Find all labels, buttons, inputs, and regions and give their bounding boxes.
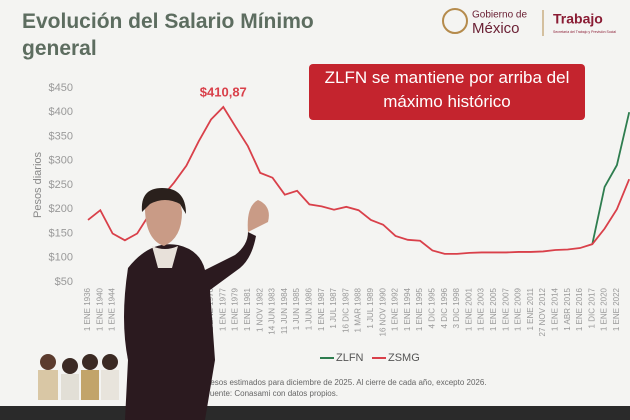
presenter bbox=[124, 188, 269, 420]
x-tick-label: 3 DIC 1998 bbox=[452, 287, 461, 328]
series-line bbox=[87, 105, 630, 255]
x-tick-label: 1 JUL 1987 bbox=[329, 287, 338, 328]
x-tick-label: 1 ENE 2001 bbox=[464, 287, 473, 331]
x-tick-label: 4 DIC 1995 bbox=[428, 287, 437, 328]
x-tick-label: 11 JUN 1984 bbox=[280, 287, 289, 334]
y-tick-label: $250 bbox=[49, 179, 73, 191]
stage-floor bbox=[0, 406, 630, 420]
annotation-box bbox=[309, 64, 585, 120]
value-label: $410,87 bbox=[200, 84, 247, 99]
x-tick-label: 1 ENE 2005 bbox=[489, 287, 498, 331]
figure bbox=[101, 370, 119, 400]
x-tick-label: 1 ENE 1987 bbox=[317, 287, 326, 331]
x-tick-label: 1 ENE 2009 bbox=[514, 287, 523, 331]
agency: Trabajo bbox=[553, 11, 603, 27]
y-tick-label: $50 bbox=[55, 276, 73, 288]
x-tick-label: 1 DIC 2017 bbox=[587, 287, 596, 328]
presenter-hand bbox=[247, 200, 269, 232]
figure bbox=[62, 358, 78, 374]
note: Fuente: Conasami con datos propios. bbox=[205, 389, 338, 398]
x-tick-label: 1 ENE 1940 bbox=[95, 287, 104, 331]
illustration bbox=[38, 354, 119, 400]
series-line bbox=[591, 112, 630, 245]
note: Pesos estimados para diciembre de 2025. … bbox=[205, 378, 487, 387]
chart: $50 $100 $150 $200 $250 $300 $350 $400 $450 1 ENE… bbox=[49, 82, 630, 398]
x-tick-label: 1 ENE 1994 bbox=[403, 287, 412, 331]
figure bbox=[81, 370, 99, 400]
y-tick-label: $400 bbox=[49, 106, 73, 118]
x-tick-label: 1 ENE 1995 bbox=[415, 287, 424, 331]
x-tick-label: 1 MAR 1988 bbox=[354, 287, 363, 332]
y-tick-label: $200 bbox=[49, 203, 73, 215]
x-tick-label: 1 ABR 2015 bbox=[563, 287, 572, 330]
gov-line2: México bbox=[472, 20, 520, 37]
x-tick-label: 1 JUN 1986 bbox=[305, 287, 314, 330]
x-tick-label: 1 ENE 1992 bbox=[391, 287, 400, 331]
x-tick-label: 1 ENE 1944 bbox=[108, 287, 117, 331]
title: Evolución del Salario Mínimo general bbox=[22, 10, 314, 60]
x-tick-label: 1 ENE 1936 bbox=[83, 287, 92, 331]
y-tick-label: $150 bbox=[49, 227, 73, 239]
presenter-face bbox=[145, 192, 182, 246]
x-tick-label: 1 ENE 1979 bbox=[231, 287, 240, 331]
presenter-hair bbox=[141, 188, 186, 214]
x-tick-label: 27 NOV 2012 bbox=[538, 287, 547, 336]
x-tick-label: 1 ENE 2007 bbox=[501, 287, 510, 331]
annotation: ZLFN se mantiene por arriba del máximo h… bbox=[324, 68, 570, 111]
figure bbox=[61, 374, 79, 400]
x-tick-label: 1 NOV 1982 bbox=[255, 287, 264, 332]
x-tick-label: 1 ENE 1981 bbox=[243, 287, 252, 331]
figure bbox=[40, 354, 56, 370]
y-axis-label: Pesos diarios bbox=[32, 151, 44, 218]
legend-label: ZLFN bbox=[336, 352, 364, 364]
gov-emblem bbox=[442, 8, 468, 34]
presenter-collar bbox=[152, 246, 178, 268]
x-tick-label: 14 JUN 1983 bbox=[268, 287, 277, 334]
gov-line1: Gobierno de bbox=[472, 10, 527, 21]
figure bbox=[82, 354, 98, 370]
annotation-wrap: ZLFN se mantiene por arriba del máximo h… bbox=[324, 68, 570, 111]
x-tick-label: 1 ENE 2016 bbox=[575, 287, 584, 331]
x-tick-label: 16 NOV 1990 bbox=[378, 287, 387, 336]
x-tick-label: 16 DIC 1987 bbox=[341, 287, 350, 332]
y-tick-label: $350 bbox=[49, 130, 73, 142]
x-tick-label: 1 ENE 2011 bbox=[526, 287, 535, 330]
x-tick-label: 1 ENE 2003 bbox=[477, 287, 486, 331]
x-tick-label: 1 JUL 1989 bbox=[366, 287, 375, 328]
x-tick-label: 1 ENE 2014 bbox=[551, 287, 560, 331]
x-tick-label: 4 DIC 1996 bbox=[440, 287, 449, 328]
x-tick-label: 1 ENE 1977 bbox=[218, 287, 227, 331]
y-tick-label: $100 bbox=[49, 252, 73, 264]
agency-sub: Secretaría del Trabajo y Previsión Socia… bbox=[553, 30, 616, 34]
x-tick-label: 1 JUN 1985 bbox=[292, 287, 301, 330]
x-tick-label: 1 ENE 2022 bbox=[612, 287, 621, 331]
y-tick-label: $300 bbox=[49, 155, 73, 167]
legend-label: ZSMG bbox=[388, 352, 420, 364]
figure bbox=[38, 370, 58, 400]
presenter-suit bbox=[124, 232, 256, 420]
x-tick-label: 1 ENE 2020 bbox=[600, 287, 609, 331]
figure bbox=[102, 354, 118, 370]
y-tick-label: $450 bbox=[49, 82, 73, 94]
